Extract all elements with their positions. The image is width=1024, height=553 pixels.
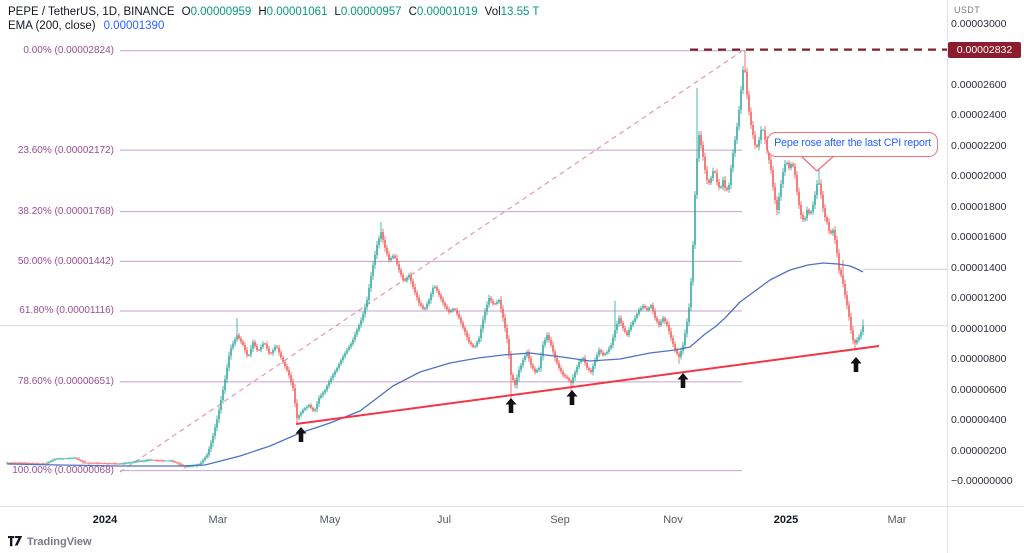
- symbol-legend[interactable]: PEPE / TetherUS, 1D, BINANCE O0.00000959 H…: [8, 6, 539, 18]
- price-axis-label: 0.00001800: [951, 200, 1007, 213]
- time-axis-label: 2024: [92, 514, 118, 526]
- price-axis-border: [947, 0, 948, 553]
- close-value: 0.00001019: [416, 6, 478, 18]
- cpi-annotation-callout[interactable]: Pepe rose after the last CPI report: [767, 132, 938, 157]
- fib-level-label: 100.00% (0.00000068): [12, 465, 114, 477]
- time-axis-label: Sep: [550, 514, 570, 526]
- fib-level-label: 50.00% (0.00001442): [17, 255, 114, 267]
- fib-trend-dashed-line[interactable]: [119, 48, 746, 473]
- price-axis-label: 0.00002200: [951, 139, 1007, 152]
- price-axis-label: 0.00001000: [951, 322, 1007, 335]
- time-axis-label: Mar: [208, 514, 228, 526]
- indicator-name[interactable]: EMA (200, close): [8, 20, 96, 32]
- price-axis-label: 0.00000200: [951, 444, 1007, 457]
- time-axis-label: Jul: [436, 514, 452, 526]
- callout-pointer-edge: [799, 154, 818, 172]
- price-level-label: 0.00002832: [948, 41, 1021, 58]
- indicator-value: 0.00001390: [103, 20, 165, 32]
- open-value: 0.00000959: [190, 6, 252, 18]
- callout-pointer-edge: [816, 154, 836, 172]
- price-axis-label: 0.00002400: [951, 109, 1007, 122]
- down-candle-bodies: [8, 70, 856, 467]
- tradingview-watermark[interactable]: TradingView: [8, 535, 92, 548]
- symbol-title[interactable]: PEPE / TetherUS, 1D, BINANCE: [8, 6, 175, 18]
- low-value: 0.00000957: [340, 6, 402, 18]
- fib-level-label: 38.20% (0.00001768): [17, 206, 114, 218]
- time-axis-border: [0, 506, 1024, 507]
- fib-level-label: 0.00% (0.00002824): [23, 45, 114, 57]
- open-label: O: [181, 6, 191, 18]
- ema-line[interactable]: [6, 262, 864, 467]
- support-trendline[interactable]: [295, 345, 880, 425]
- price-axis-label: 0.00003000: [951, 18, 1007, 30]
- close-label: C: [408, 6, 417, 18]
- up-arrow-marker[interactable]: [677, 373, 689, 388]
- tradingview-logo-text: TradingView: [27, 535, 92, 548]
- time-axis-label: May: [319, 514, 341, 526]
- high-label: H: [258, 6, 267, 18]
- price-axis-label: 0.00000400: [951, 414, 1007, 427]
- volume-value: 13.55 T: [500, 6, 540, 18]
- time-axis-label: 2025: [773, 514, 799, 526]
- indicator-legend[interactable]: EMA (200, close) 0.00001390: [8, 20, 164, 32]
- price-axis-label: 0.00000800: [951, 353, 1007, 366]
- tradingview-logo-icon: [8, 535, 23, 547]
- currency-label: USDT: [954, 5, 981, 15]
- fib-level-label: 61.80% (0.00001116): [19, 305, 114, 317]
- price-axis-label: 0.00001600: [951, 231, 1007, 244]
- price-axis-label: 0.00002600: [951, 78, 1007, 91]
- volume-label: Vol: [484, 6, 501, 18]
- fib-level-label: 78.60% (0.00000651): [17, 376, 114, 388]
- price-axis-label: 0.00002000: [951, 170, 1007, 183]
- price-axis-label: 0.00001200: [951, 292, 1007, 305]
- time-axis-label: Mar: [887, 514, 907, 526]
- time-axis-label: Nov: [663, 514, 683, 526]
- callout-pointer-fill: [800, 155, 835, 171]
- price-axis-label: 0.00000600: [951, 383, 1007, 396]
- up-arrow-marker[interactable]: [295, 427, 307, 442]
- price-axis-label: −0.00000000: [951, 475, 1013, 487]
- up-candle-bodies: [6, 70, 864, 468]
- fib-level-label: 23.60% (0.00002172): [17, 144, 114, 156]
- up-arrow-marker[interactable]: [505, 398, 517, 413]
- up-candle-wicks: [6, 66, 864, 468]
- low-label: L: [334, 6, 341, 18]
- price-axis-label: 0.00001400: [951, 261, 1007, 274]
- up-arrow-marker[interactable]: [850, 357, 862, 372]
- high-value: 0.00001061: [266, 6, 328, 18]
- up-arrow-marker[interactable]: [566, 390, 578, 405]
